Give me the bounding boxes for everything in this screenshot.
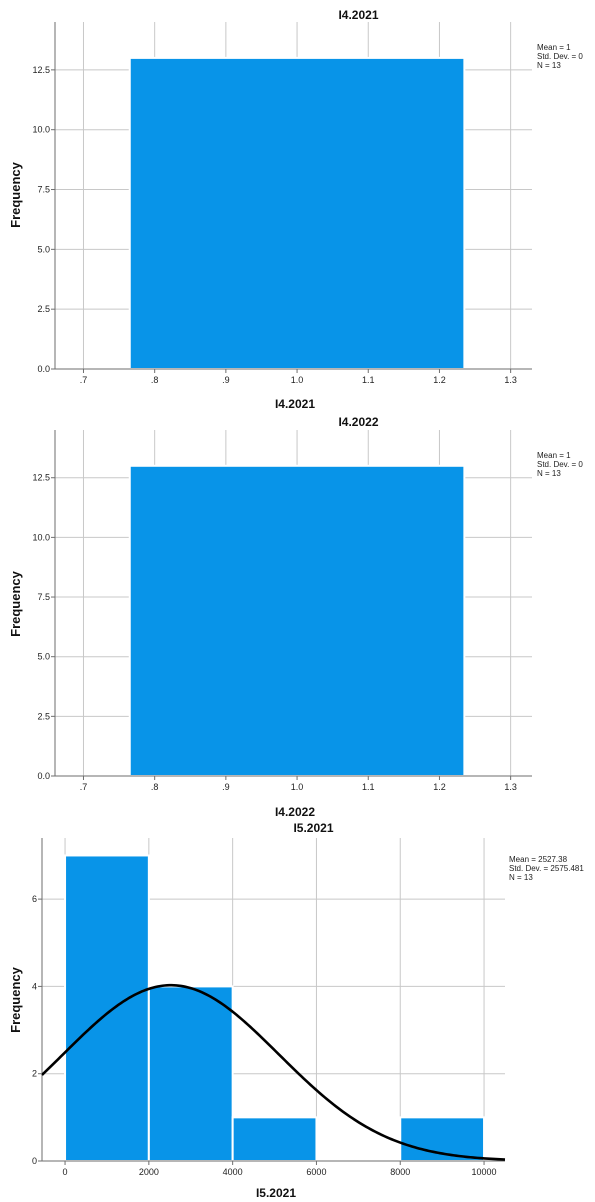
y-tick-label: 0 (32, 1156, 37, 1166)
x-tick-label: 8000 (390, 1167, 410, 1177)
x-tick-label: 0 (63, 1167, 68, 1177)
y-tick-label: 6 (32, 894, 37, 904)
x-axis-label: I5.2021 (256, 1186, 296, 1200)
stats-line: Mean = 2527.38 (509, 855, 568, 864)
y-axis-label: Frequency (8, 966, 23, 1033)
normal-curve (41, 983, 506, 1161)
chart-3: 0 2000 4000 6000 8000 10000 0 2 4 6 I5.2021 I5.2021… (8, 821, 584, 1200)
x-tick-label: .8 (151, 375, 159, 385)
x-tick-label: .7 (80, 782, 88, 792)
x-tick-label: 2000 (139, 1167, 159, 1177)
x-tick-label: 1.1 (362, 782, 375, 792)
chart-title: I5.2021 (293, 821, 333, 835)
chart-2: .7 .8 .9 1.0 1.1 1.2 1.3 0.0 2.5 5.0 7.5 10.0 12.5 I4… (8, 415, 583, 819)
x-tick-label: 1.3 (504, 782, 517, 792)
histogram-bar (128, 464, 466, 777)
x-tick-label: .9 (222, 782, 230, 792)
x-tick-label: 10000 (472, 1167, 497, 1177)
x-tick-label: 1.2 (433, 782, 446, 792)
stats-line: Mean = 1 (537, 451, 571, 460)
chart-title: I4.2021 (338, 8, 378, 22)
stats-line: Std. Dev. = 0 (537, 52, 583, 61)
y-tick-label: 2.5 (37, 711, 50, 721)
x-axis-label: I4.2022 (275, 805, 315, 819)
y-axis-label: Frequency (8, 161, 23, 228)
x-tick-label: 1.1 (362, 375, 375, 385)
y-tick-label: 2.5 (37, 304, 50, 314)
y-tick-label: 7.5 (37, 592, 50, 602)
y-tick-label: 5.0 (37, 652, 50, 662)
y-tick-label: 7.5 (37, 185, 50, 195)
x-tick-label: 1.2 (433, 375, 446, 385)
x-tick-label: .8 (151, 782, 159, 792)
x-tick-label: .9 (222, 375, 230, 385)
y-tick-label: 0.0 (37, 771, 50, 781)
y-tick-label: 12.5 (32, 473, 50, 483)
stats-line: N = 13 (537, 469, 561, 478)
x-tick-label: 4000 (223, 1167, 243, 1177)
chart-1: .7 .8 .9 1.0 1.1 1.2 1.3 0.0 2.5 5.0 7.5 10.0 12.5 I4… (8, 8, 583, 411)
y-tick-label: 10.0 (32, 125, 50, 135)
y-axis-label: Frequency (8, 570, 23, 637)
stats-line: Mean = 1 (537, 43, 571, 52)
histogram-bar (231, 1116, 318, 1162)
histogram-bar (128, 56, 466, 371)
stats-line: Std. Dev. = 0 (537, 460, 583, 469)
stats-line: Std. Dev. = 2575.481 (509, 864, 584, 873)
y-tick-label: 5.0 (37, 244, 50, 254)
y-tick-label: 4 (32, 981, 37, 991)
y-tick-label: 10.0 (32, 532, 50, 542)
y-tick-label: 0.0 (37, 364, 50, 374)
stats-line: N = 13 (509, 873, 533, 882)
x-tick-label: 1.0 (291, 375, 304, 385)
x-tick-label: 1.0 (291, 782, 304, 792)
histogram-bar (64, 854, 150, 1162)
histogram-bar (147, 985, 234, 1162)
x-tick-label: 1.3 (504, 375, 517, 385)
stats-line: N = 13 (537, 61, 561, 70)
x-axis-label: I4.2021 (275, 397, 315, 411)
chart-title: I4.2022 (338, 415, 378, 429)
x-tick-label: .7 (80, 375, 88, 385)
y-tick-label: 12.5 (32, 65, 50, 75)
x-tick-label: 6000 (306, 1167, 326, 1177)
y-tick-label: 2 (32, 1069, 37, 1079)
